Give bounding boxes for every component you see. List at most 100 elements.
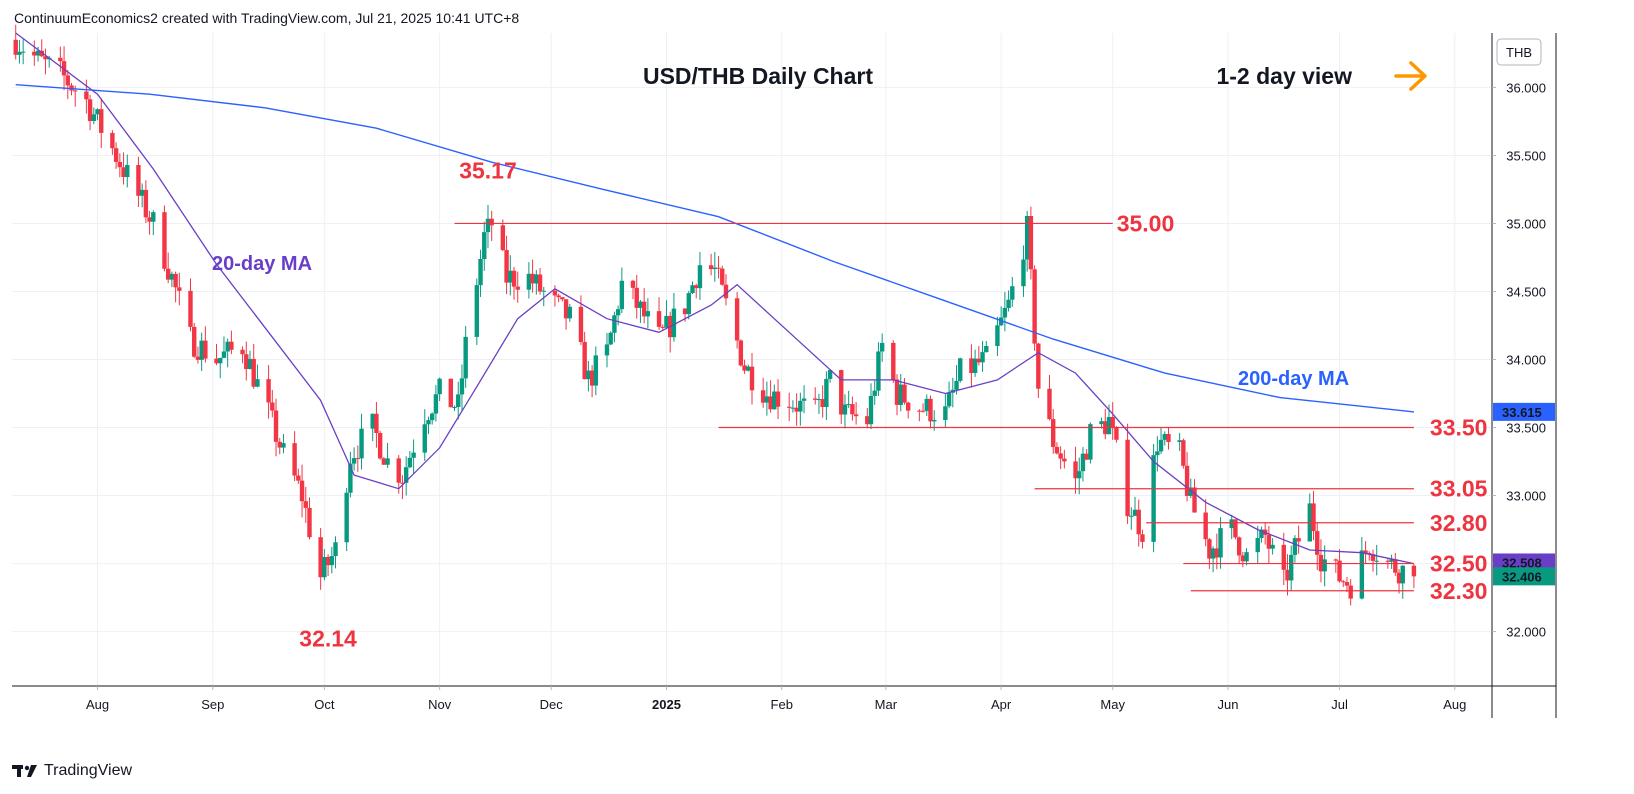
candle: [229, 330, 234, 355]
candle: [972, 349, 978, 377]
level-label: 33.05: [1430, 476, 1488, 502]
candle-body: [534, 274, 539, 284]
candle: [377, 430, 383, 460]
candle-body: [645, 311, 651, 317]
candle: [879, 333, 885, 362]
candle: [110, 130, 115, 155]
candle-body: [813, 398, 818, 400]
candle-body: [385, 458, 390, 465]
candle-body: [1292, 538, 1298, 555]
candle-body: [801, 398, 807, 401]
candle-body: [459, 378, 465, 395]
candle-body: [426, 420, 431, 425]
candle-body: [374, 413, 379, 433]
candle-body: [452, 406, 457, 408]
candle: [266, 365, 271, 419]
candle-body: [824, 378, 829, 407]
candle: [1259, 526, 1264, 543]
candle-body: [381, 458, 387, 465]
candle: [374, 401, 379, 448]
ma20-line: [15, 32, 1415, 565]
candle: [456, 381, 461, 420]
candle: [794, 393, 799, 426]
extreme-label: 32.14: [299, 626, 357, 652]
candle-body: [136, 164, 141, 196]
candle: [924, 394, 929, 416]
candle: [1393, 552, 1398, 576]
candle-body: [1006, 299, 1011, 308]
candle: [891, 340, 896, 383]
candle: [905, 401, 911, 419]
candle-body: [1359, 550, 1365, 599]
candle: [1281, 532, 1286, 586]
candle: [1058, 446, 1063, 470]
candle: [32, 40, 37, 66]
candle-body: [359, 428, 364, 459]
tradingview-brand[interactable]: TradingView: [12, 762, 132, 780]
candle-body: [1129, 515, 1134, 517]
candle: [400, 475, 405, 500]
candle: [1002, 291, 1008, 332]
candle-body: [214, 358, 219, 364]
candle-body: [972, 358, 978, 374]
candle: [946, 381, 952, 409]
candle-body: [969, 358, 974, 374]
candle: [430, 412, 435, 425]
candle: [1348, 579, 1353, 606]
candle-body: [1084, 453, 1089, 460]
candle-body: [641, 301, 647, 317]
candle-body: [322, 557, 327, 578]
candle-body: [1054, 446, 1060, 454]
x-tick-label: Aug: [1443, 697, 1466, 712]
candle-body: [638, 301, 643, 308]
candle-body: [865, 416, 870, 425]
candle: [712, 251, 718, 282]
candle-body: [1266, 534, 1272, 549]
candle: [1080, 447, 1086, 482]
candle-body: [1058, 453, 1063, 459]
y-tick-label: 33.000: [1506, 489, 1546, 504]
candle: [165, 252, 171, 284]
candle: [827, 369, 833, 383]
candle-body: [1396, 572, 1402, 584]
candle: [459, 364, 465, 411]
candle: [203, 326, 208, 363]
candle: [1010, 276, 1015, 307]
candle: [244, 341, 249, 381]
candle-body: [839, 370, 844, 415]
y-tick-label: 36.000: [1506, 80, 1546, 95]
candle: [612, 311, 617, 343]
candle-body: [177, 287, 182, 291]
candle: [638, 299, 643, 323]
ma200-last-value: 33.615: [1502, 405, 1542, 420]
candle: [281, 434, 286, 454]
candle-body: [1400, 565, 1405, 584]
candle: [671, 292, 677, 342]
candle-body: [1136, 509, 1141, 535]
x-tick-label: Aug: [86, 697, 109, 712]
candle-body: [980, 352, 985, 363]
candle: [426, 416, 431, 435]
candle-body: [407, 457, 413, 468]
candle-body: [760, 390, 766, 403]
candle-body: [165, 268, 171, 280]
candle: [563, 298, 569, 330]
candle-body: [924, 398, 929, 411]
candle-body: [1077, 471, 1082, 479]
candle: [303, 486, 308, 523]
candle: [764, 381, 770, 416]
candle-body: [660, 326, 665, 328]
candle: [1341, 579, 1346, 588]
candle: [995, 316, 1000, 357]
candle: [485, 204, 491, 249]
candle-body: [664, 315, 669, 328]
candle-body: [582, 342, 587, 380]
candle: [1129, 507, 1134, 530]
candle: [1110, 402, 1115, 440]
candle: [188, 278, 193, 332]
candle-body: [1080, 453, 1086, 472]
level-label: 32.80: [1430, 510, 1488, 536]
candle: [61, 46, 67, 91]
candle-body: [920, 410, 926, 412]
